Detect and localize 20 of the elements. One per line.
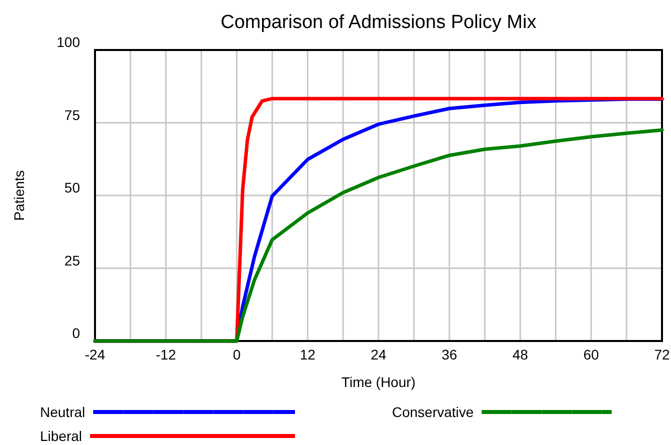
x-tick-label: 24: [370, 346, 386, 362]
x-tick-label: -24: [84, 346, 106, 362]
y-tick-label: 100: [56, 34, 80, 50]
y-tick-label: 75: [64, 106, 80, 123]
chart-title: Comparison of Admissions Policy Mix: [220, 12, 537, 33]
x-tick-label: 12: [300, 346, 316, 362]
legend-label: Neutral: [40, 404, 86, 420]
x-tick-label: 72: [654, 346, 670, 362]
y-tick-label: 50: [64, 180, 80, 196]
y-tick-label: 25: [64, 252, 80, 268]
legend-label: Conservative: [392, 404, 474, 420]
x-tick-label: 36: [442, 346, 458, 362]
x-tick-label: -12: [156, 346, 176, 362]
y-axis-title: Patients: [11, 170, 27, 221]
x-tick-label: 48: [512, 346, 528, 362]
x-axis-title: Time (Hour): [341, 374, 416, 390]
y-tick-label: 0: [72, 325, 80, 342]
x-tick-label: 60: [583, 346, 600, 362]
legend-label: Liberal: [40, 428, 82, 444]
x-tick-label: 0: [232, 346, 241, 362]
